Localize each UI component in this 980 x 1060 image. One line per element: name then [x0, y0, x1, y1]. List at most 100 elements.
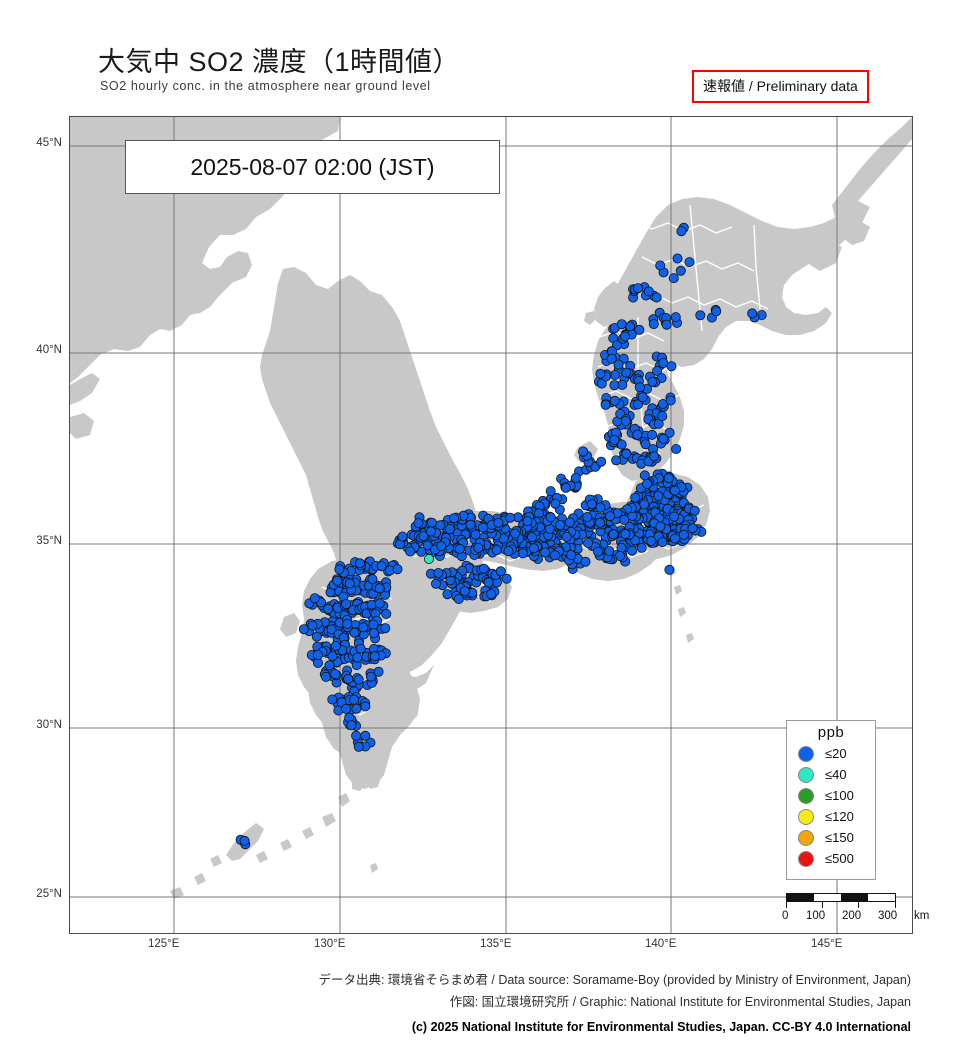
station-marker [689, 505, 700, 516]
station-marker [658, 433, 669, 444]
station-marker [634, 324, 645, 335]
station-marker [583, 537, 594, 548]
lat-tick-40n: 40°N [36, 344, 62, 356]
scale-label-0: 0 [782, 910, 789, 922]
station-marker [503, 546, 514, 557]
legend-panel[interactable]: ppb ≤20 ≤40 ≤100 ≤120 ≤150 ≤500 [786, 720, 876, 880]
station-marker [608, 529, 619, 540]
legend-item-le100[interactable]: ≤100 [787, 785, 875, 806]
station-marker [491, 545, 502, 556]
station-marker [355, 643, 366, 654]
station-marker [323, 603, 334, 614]
station-marker [632, 429, 643, 440]
station-marker [666, 361, 677, 372]
station-marker [670, 533, 681, 544]
station-marker [351, 730, 362, 741]
station-marker [486, 589, 497, 600]
station-marker [327, 694, 338, 705]
station-marker [643, 286, 654, 297]
station-marker [425, 526, 436, 537]
station-marker [655, 260, 666, 271]
station-marker [633, 283, 644, 294]
station-marker [619, 514, 630, 525]
legend-item-le150[interactable]: ≤150 [787, 827, 875, 848]
lat-tick-25n: 25°N [36, 888, 62, 900]
station-marker [619, 331, 630, 342]
station-marker [593, 546, 604, 557]
miyako-yaeyama [170, 855, 222, 899]
station-marker [405, 546, 416, 557]
station-marker [621, 367, 632, 378]
legend-swatch-le120 [798, 808, 814, 825]
scale-tick-300 [895, 902, 896, 908]
station-marker [309, 593, 320, 604]
station-marker [678, 529, 689, 540]
station-marker [330, 669, 341, 680]
station-marker [670, 312, 681, 323]
lon-tick-135e: 135°E [480, 938, 512, 950]
legend-label-le20: ≤20 [825, 746, 847, 761]
lat-tick-35n: 35°N [36, 535, 62, 547]
legend-item-le40[interactable]: ≤40 [787, 764, 875, 785]
legend-item-le500[interactable]: ≤500 [787, 848, 875, 869]
graticule-layer [70, 117, 912, 933]
station-marker [560, 482, 571, 493]
hokkaido-oshima-peninsula [594, 281, 626, 327]
scale-label-100: 100 [806, 910, 826, 922]
station-marker [665, 395, 676, 406]
station-marker [652, 365, 663, 376]
station-marker [648, 319, 659, 330]
legend-item-le120[interactable]: ≤120 [787, 806, 875, 827]
etorofu [842, 201, 870, 229]
scale-seg-3 [841, 894, 868, 901]
station-marker [423, 553, 434, 564]
lon-tick-125e: 125°E [148, 938, 180, 950]
legend-item-le20[interactable]: ≤20 [787, 743, 875, 764]
station-marker [324, 660, 335, 671]
station-marker [596, 456, 607, 467]
station-marker [478, 522, 489, 533]
station-marker [595, 502, 606, 513]
station-marker [561, 531, 572, 542]
scale-tick-100 [822, 902, 823, 908]
page-title: 大気中 SO2 濃度（1時間値） [98, 47, 461, 77]
station-marker [470, 529, 481, 540]
station-marker [655, 521, 666, 532]
station-marker [647, 429, 658, 440]
station-marker [640, 439, 651, 450]
station-marker [505, 512, 516, 523]
scale-seg-1 [787, 894, 814, 901]
daito-islands [370, 863, 378, 873]
scale-tick-0 [786, 902, 787, 908]
station-marker [675, 265, 686, 276]
lon-tick-130e: 130°E [314, 938, 346, 950]
scale-seg-4 [868, 894, 895, 901]
island-yakushima [352, 775, 366, 791]
station-marker [669, 485, 680, 496]
station-marker [578, 446, 589, 457]
station-marker [555, 519, 566, 530]
station-marker [343, 673, 354, 684]
station-marker [360, 701, 371, 712]
station-marker [657, 537, 668, 548]
station-marker [632, 399, 643, 410]
station-markers-layer [235, 222, 767, 850]
station-marker [657, 411, 668, 422]
station-marker [637, 392, 648, 403]
scale-label-200: 200 [842, 910, 862, 922]
station-marker [358, 622, 369, 633]
station-marker [613, 359, 624, 370]
station-marker [625, 321, 636, 332]
station-marker [442, 589, 453, 600]
sakhalin-kurils [832, 117, 912, 221]
station-marker [671, 443, 682, 454]
station-marker [663, 473, 674, 484]
station-marker [459, 586, 470, 597]
station-marker [747, 308, 758, 319]
scale-seg-2 [814, 894, 841, 901]
station-marker [609, 380, 620, 391]
station-marker [493, 517, 504, 528]
continent-coast-extra [70, 373, 100, 405]
station-marker [528, 543, 539, 554]
lat-tick-45n: 45°N [36, 137, 62, 149]
